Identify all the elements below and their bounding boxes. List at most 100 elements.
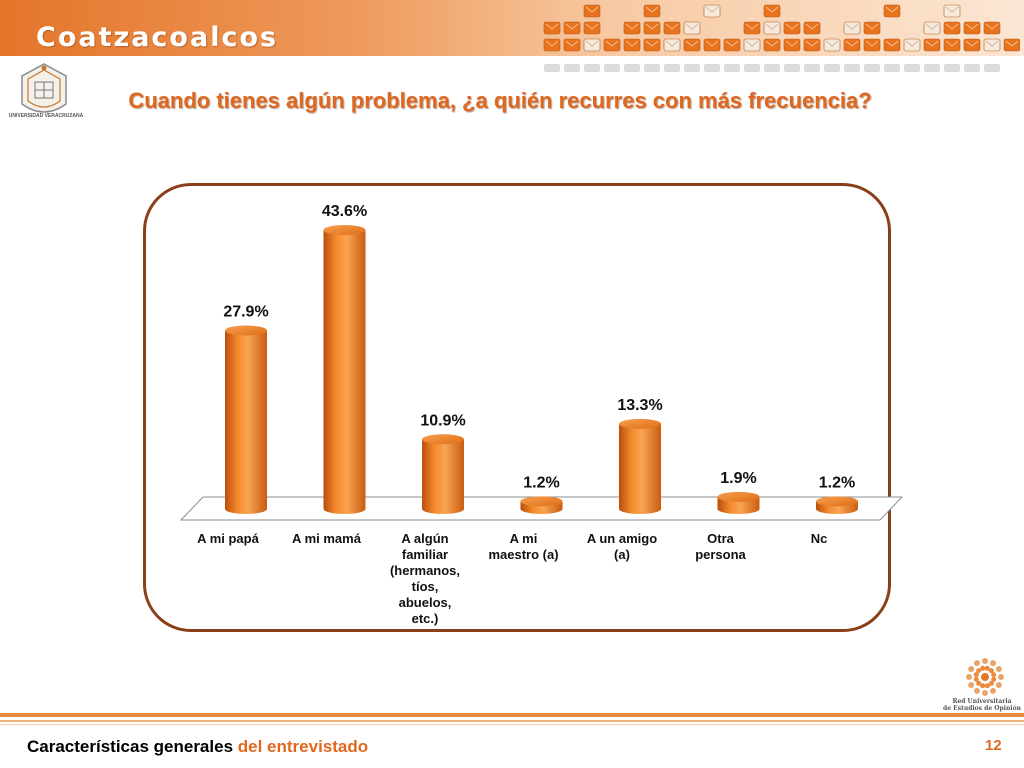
header-tile xyxy=(623,38,641,52)
header-tile xyxy=(703,38,721,52)
header-tile xyxy=(843,38,861,52)
data-label: 43.6% xyxy=(322,203,367,220)
bar xyxy=(619,418,661,514)
header-tile-shadow xyxy=(604,64,620,72)
data-label: 1.2% xyxy=(523,474,559,491)
header-tile-shadow xyxy=(704,64,720,72)
header-tile xyxy=(723,38,741,52)
header-tile xyxy=(683,21,701,35)
header-tile xyxy=(623,21,641,35)
x-tick-label-line: A mi papá xyxy=(197,531,259,546)
header-tile-shadow xyxy=(764,64,780,72)
header-tile-shadow xyxy=(944,64,960,72)
x-tick-label-line: familiar xyxy=(401,547,449,562)
x-tick-label-line: (hermanos, xyxy=(389,563,461,578)
x-tick-label-line: tíos, xyxy=(411,579,439,594)
header-tile xyxy=(923,38,941,52)
header-tile xyxy=(583,21,601,35)
data-label: 27.9% xyxy=(223,303,268,320)
header-tile xyxy=(823,38,841,52)
x-tick-label-line: Nc xyxy=(810,531,828,546)
decorative-tiles xyxy=(543,4,1020,72)
data-label: 10.9% xyxy=(420,412,465,429)
header-tile xyxy=(783,21,801,35)
header-tile-shadow xyxy=(884,64,900,72)
header-tile xyxy=(783,38,801,52)
header-tile xyxy=(983,38,1001,52)
header-tile xyxy=(983,21,1001,35)
header-tile-shadow xyxy=(804,64,820,72)
bar xyxy=(225,325,267,514)
header-tile xyxy=(963,38,981,52)
x-tick-label-line: persona xyxy=(695,547,746,562)
header-tile xyxy=(643,21,661,35)
header-tile-shadow xyxy=(684,64,700,72)
x-tick-label: A un amigo (a) xyxy=(577,531,667,563)
header-tile-shadow xyxy=(744,64,760,72)
header-tile xyxy=(663,21,681,35)
header-tile xyxy=(943,38,961,52)
network-flower-icon xyxy=(966,658,1004,696)
header-tile-shadow xyxy=(544,64,560,72)
network-name-line2: de Estudios de Opinión xyxy=(943,705,1021,712)
header-tile xyxy=(643,38,661,52)
x-tick-label-line: A un amigo xyxy=(586,531,658,546)
header-tile-shadow xyxy=(824,64,840,72)
footer-title: Características generales del entrevista… xyxy=(27,737,368,757)
data-label: 1.9% xyxy=(720,470,756,487)
data-label: 13.3% xyxy=(617,397,662,414)
footer-title-main: Características generales xyxy=(27,737,234,756)
header-tile xyxy=(643,4,661,18)
header-tile-shadow xyxy=(564,64,580,72)
header-tile xyxy=(543,21,561,35)
header-tile xyxy=(743,38,761,52)
x-tick-label-line: A algún xyxy=(401,531,449,546)
bar xyxy=(520,496,563,514)
header-tile-shadow xyxy=(904,64,920,72)
network-name: Red Universitaria de Estudios de Opinión xyxy=(940,698,1024,712)
header-tile xyxy=(963,21,981,35)
bar xyxy=(717,491,760,514)
header-tile xyxy=(883,38,901,52)
header-tile xyxy=(583,38,601,52)
x-tick-label: A mi maestro (a) xyxy=(479,531,569,563)
header-tile-shadow xyxy=(624,64,640,72)
header-tile-shadow xyxy=(724,64,740,72)
header-tile-shadow xyxy=(664,64,680,72)
data-label: 1.2% xyxy=(819,474,855,491)
header-tile xyxy=(683,38,701,52)
header-tile xyxy=(903,38,921,52)
header-tile xyxy=(543,38,561,52)
x-tick-label-line: maestro (a) xyxy=(488,547,559,562)
header-tile xyxy=(943,21,961,35)
x-tick-label-line: etc.) xyxy=(411,611,439,626)
header-title: Coatzacoalcos xyxy=(36,22,279,53)
x-tick-label: Otra persona xyxy=(676,531,766,563)
header-tile xyxy=(763,21,781,35)
x-tick-label: Nc xyxy=(774,531,864,547)
header-tile-shadow xyxy=(584,64,600,72)
header-tile xyxy=(843,21,861,35)
university-seal-icon xyxy=(21,63,67,113)
x-tick-label-line: Otra xyxy=(707,531,734,546)
header-tile xyxy=(803,21,821,35)
chart-question: Cuando tienes algún problema, ¿a quién r… xyxy=(128,88,872,113)
network-name-line1: Red Universitaria xyxy=(952,698,1012,705)
x-tick-label-line: A mi mamá xyxy=(292,531,361,546)
x-tick-label-line: (a) xyxy=(614,547,630,562)
header-tile xyxy=(943,4,961,18)
header-tile xyxy=(923,21,941,35)
x-tick-label: A mi papá xyxy=(183,531,273,547)
header-tile-shadow xyxy=(644,64,660,72)
header-tile xyxy=(663,38,681,52)
x-tick-label: A algún familiar (hermanos, tíos, abuelos, et… xyxy=(380,531,470,627)
header-tile-shadow xyxy=(964,64,980,72)
chart-frame xyxy=(143,183,891,632)
header-tile-shadow xyxy=(924,64,940,72)
x-tick-label: A mi mamá xyxy=(282,531,372,547)
header-tile xyxy=(883,4,901,18)
footer-lines xyxy=(0,713,1024,727)
bar xyxy=(323,225,366,514)
footer-title-sub: del entrevistado xyxy=(237,737,369,756)
